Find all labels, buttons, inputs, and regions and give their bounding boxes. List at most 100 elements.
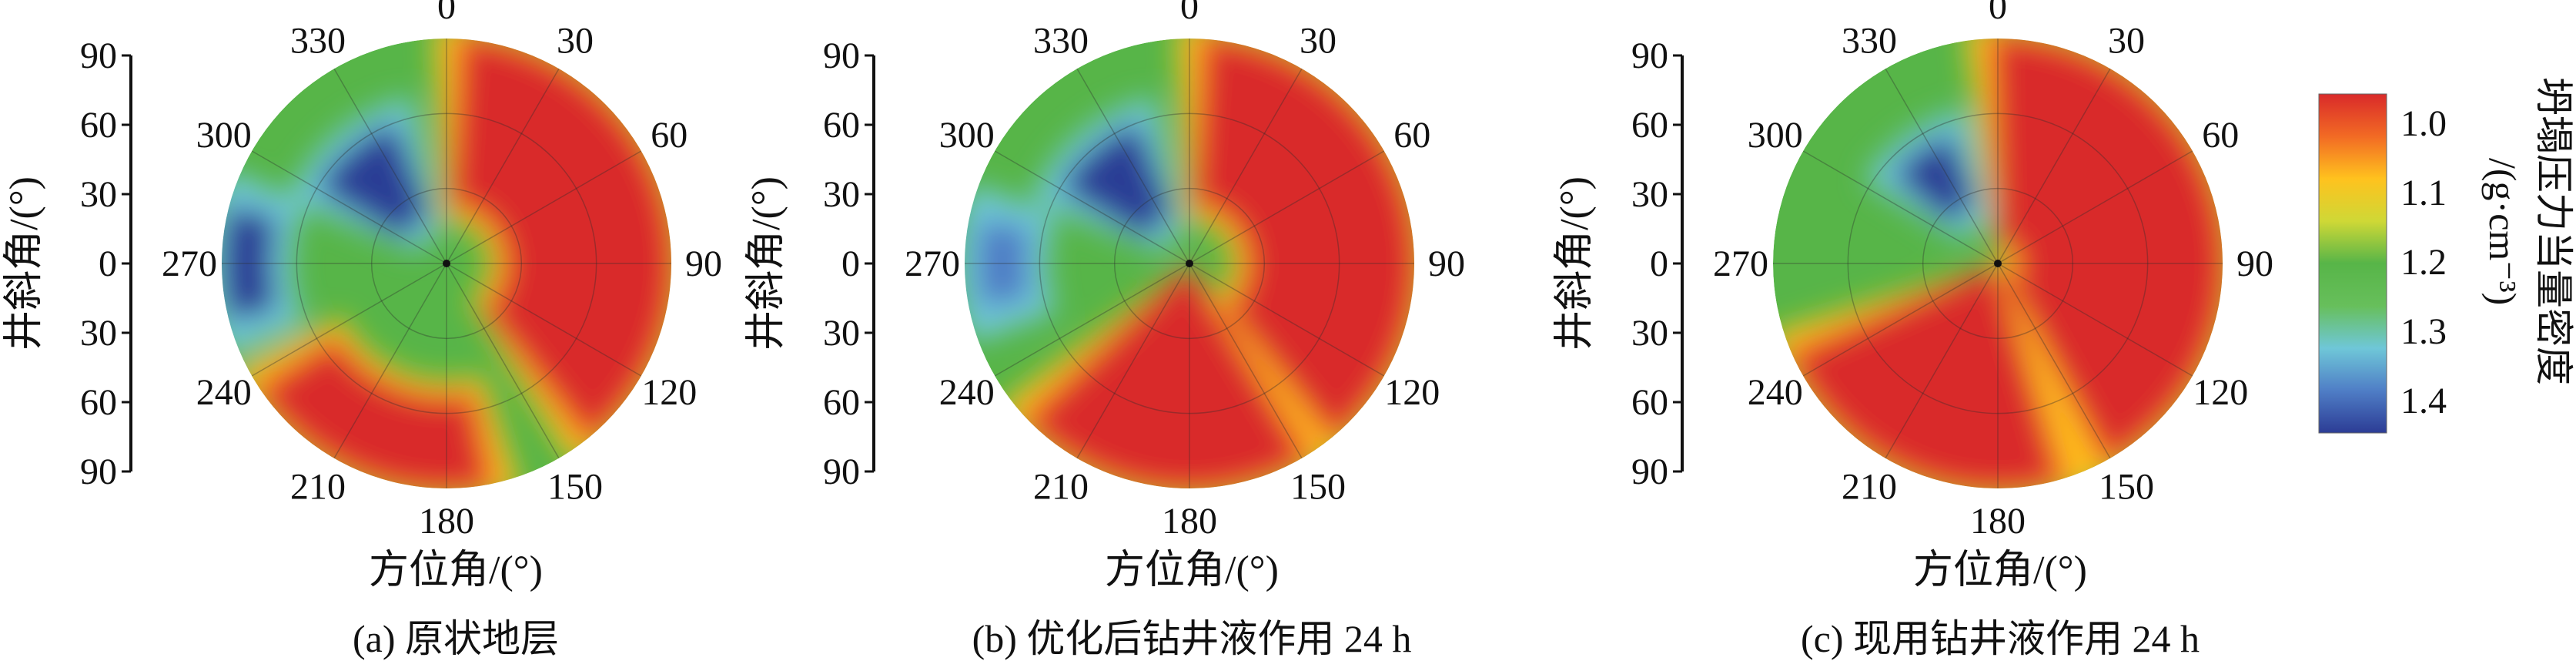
colorbar-tick-label: 1.2 (2400, 242, 2447, 283)
y-ticks-c: 90 60 30 0 30 60 90 (1631, 35, 1682, 492)
contour-region (1059, 122, 1173, 239)
azimuth-label: 330 (1033, 21, 1089, 62)
azimuth-label: 210 (290, 466, 346, 507)
y-tick-label: 90 (80, 35, 117, 76)
azimuth-label: 330 (1842, 21, 1897, 62)
grid-spoke (1189, 263, 1303, 459)
azimuth-label: 120 (641, 372, 697, 413)
grid-spoke (1802, 150, 1999, 264)
y-ticks-b: 90 60 30 0 30 60 90 (823, 35, 874, 492)
y-tick-label: 30 (823, 313, 860, 354)
azimuth-label: 270 (1713, 243, 1768, 284)
y-tick-label: 0 (1650, 243, 1668, 284)
azimuth-label: 0 (1989, 0, 2007, 27)
azimuth-label: 300 (196, 115, 252, 156)
y-tick-label: 30 (1631, 313, 1668, 354)
colorbar-unit: /(g·cm⁻³) (2481, 158, 2524, 305)
y-tick-label: 0 (99, 243, 117, 284)
y-tick-label: 30 (1631, 174, 1668, 215)
colorbar: 1.0 1.1 1.2 1.3 1.4 坍塌压力当量密度 /(g·cm⁻³) (2318, 77, 2575, 434)
azimuth-label: 60 (2202, 115, 2239, 156)
azimuth-label: 30 (1300, 21, 1337, 62)
azimuth-label: 90 (685, 243, 722, 284)
grid-spoke (446, 263, 642, 377)
polar-disc-c (1773, 39, 2223, 488)
y-tick-label: 60 (1631, 105, 1668, 146)
center-dot (1994, 260, 2002, 267)
y-axis-title-c: 井斜角/(°) (1553, 176, 1597, 351)
y-tick-label: 90 (80, 451, 117, 492)
azimuth-label: 180 (1970, 501, 2026, 542)
grid-circle (1847, 112, 2149, 414)
y-tick-label: 90 (823, 35, 860, 76)
colorbar-tick-label: 1.1 (2400, 173, 2447, 213)
azimuth-label: 210 (1033, 466, 1089, 507)
colorbar-tick-label: 1.3 (2400, 311, 2447, 352)
contour-region (1998, 39, 2223, 458)
grid-spoke (1997, 263, 2193, 377)
grid-spoke (446, 263, 560, 459)
grid-circle (1039, 112, 1340, 414)
grid-spoke (446, 68, 560, 264)
y-axis-b: 90 60 30 0 30 60 90 井斜角/(°) (744, 35, 875, 492)
azimuth-label: 120 (1384, 372, 1440, 413)
grid-circle (296, 112, 597, 414)
azimuth-label: 180 (419, 501, 474, 542)
azimuth-label: 300 (939, 115, 995, 156)
x-axis-title-c: 方位角/(°) (1913, 549, 2087, 592)
azimuth-label: 120 (2193, 372, 2248, 413)
azimuth-label: 60 (651, 115, 687, 156)
y-tick-label: 90 (1631, 35, 1668, 76)
grid-circle (370, 187, 523, 340)
colorbar-gradient (2318, 93, 2387, 434)
y-tick-label: 60 (823, 105, 860, 146)
polar-disc-b (965, 39, 1414, 488)
grid-spoke (1189, 263, 1385, 377)
azimuth-label: 30 (2108, 21, 2145, 62)
azimuth-label: 180 (1162, 501, 1217, 542)
azimuth-label: 240 (196, 372, 252, 413)
contour-region (977, 219, 1031, 308)
grid-spoke (994, 263, 1190, 377)
grid-spoke (1885, 263, 1999, 459)
grid-spoke (333, 68, 447, 264)
contour-region (1030, 272, 1302, 488)
azimuth-label: 300 (1748, 115, 1803, 156)
x-axis-title-a: 方位角/(°) (369, 549, 543, 592)
azimuth-label: 270 (905, 243, 960, 284)
y-tick-label: 30 (80, 174, 117, 215)
grid-spoke (251, 263, 447, 377)
azimuth-labels-b: 0 30 60 90 120 150 180 210 240 270 300 330 (905, 0, 1465, 542)
grid-spoke (1189, 68, 1303, 264)
contour-region (1892, 134, 1977, 223)
y-ticks-a: 90 60 30 0 30 60 90 (80, 35, 131, 492)
colorbar-tick-label: 1.0 (2400, 103, 2447, 144)
polar-disc-a (222, 39, 671, 488)
grid-spoke (1076, 263, 1190, 459)
y-axis-title-b: 井斜角/(°) (744, 176, 788, 351)
grid-circle (1922, 187, 2074, 340)
azimuth-label: 150 (1290, 466, 1346, 507)
contour-region (262, 342, 486, 488)
azimuth-label: 90 (2236, 243, 2273, 284)
azimuth-label: 240 (1748, 372, 1803, 413)
y-tick-label: 90 (1631, 451, 1668, 492)
azimuth-label: 60 (1393, 115, 1430, 156)
contour-region (1195, 39, 1414, 436)
caption-a: (a) 原状地层 (353, 617, 559, 660)
x-axis-title-b: 方位角/(°) (1105, 549, 1279, 592)
colorbar-title: 坍塌压力当量密度 (2532, 77, 2575, 385)
azimuth-label: 150 (547, 466, 603, 507)
azimuth-label: 90 (1428, 243, 1465, 284)
contour-region (1794, 268, 2056, 488)
colorbar-tick-label: 1.4 (2400, 381, 2447, 421)
y-tick-label: 60 (80, 382, 117, 423)
y-tick-label: 60 (80, 105, 117, 146)
azimuth-label: 0 (437, 0, 456, 27)
azimuth-label: 330 (290, 21, 346, 62)
y-tick-label: 0 (841, 243, 860, 284)
